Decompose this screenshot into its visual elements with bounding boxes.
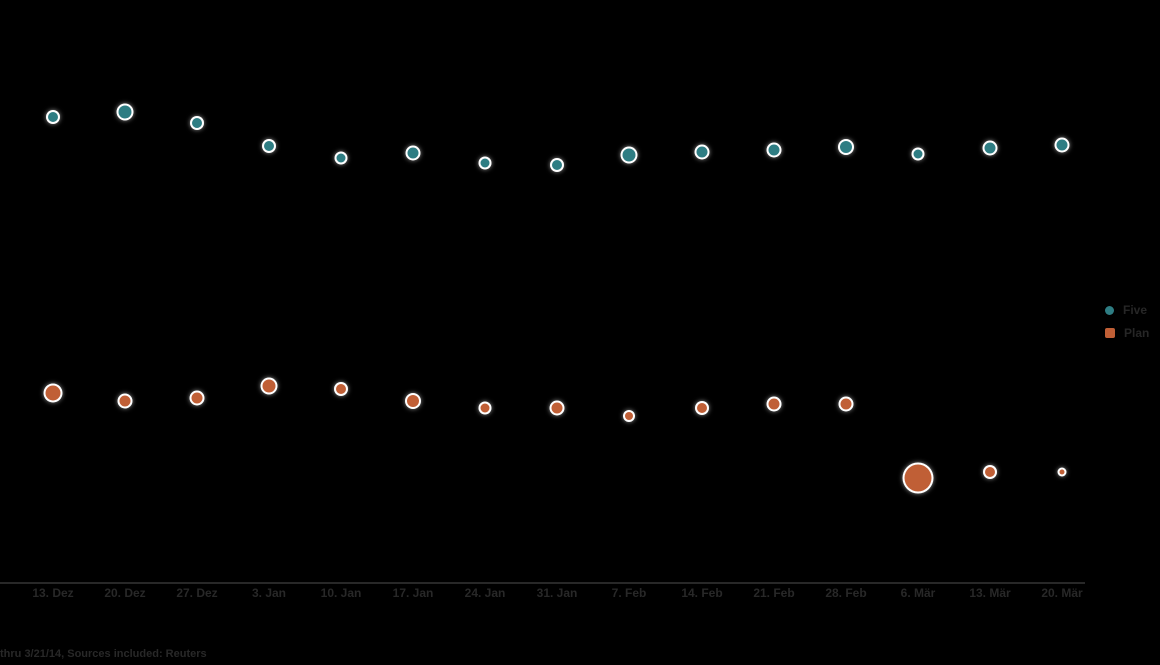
x-tick-label: 7. Feb [611,586,647,600]
legend-item-plan: Plan [1105,326,1160,340]
legend-item-five: Five [1105,303,1160,317]
data-point-five-10[interactable] [768,144,780,156]
data-point-five-9[interactable] [696,146,708,158]
x-axis-line [0,582,1085,584]
x-tick-label: 24. Jan [464,586,506,600]
x-tick-label: 13. Dez [32,586,74,600]
data-point-five-14[interactable] [1056,139,1068,151]
data-point-plan-9[interactable] [697,403,707,413]
x-tick-label: 3. Jan [251,586,287,600]
x-tick-label: 31. Jan [536,586,578,600]
legend-square-icon [1105,328,1115,338]
data-point-five-13[interactable] [984,142,996,154]
data-point-five-7[interactable] [552,160,562,170]
data-point-five-4[interactable] [336,153,346,163]
legend-item-label: Five [1123,303,1148,317]
source-note: thru 3/21/14, Sources included: Reuters [0,648,207,660]
data-point-plan-3[interactable] [262,379,276,393]
data-point-five-5[interactable] [407,147,419,159]
data-point-plan-11[interactable] [840,398,852,410]
x-tick-label: 14. Feb [681,586,723,600]
x-tick-label: 20. Mär [1041,586,1083,600]
x-tick-label: 27. Dez [176,586,218,600]
x-tick-label: 20. Dez [104,586,146,600]
data-point-plan-1[interactable] [119,395,131,407]
legend-circle-icon [1105,305,1114,315]
data-point-plan-2[interactable] [191,392,203,404]
data-point-five-1[interactable] [118,105,132,119]
x-tick-label: 10. Jan [320,586,362,600]
x-tick-label: 28. Feb [825,586,867,600]
legend-item-label: Plan [1124,326,1150,340]
x-tick-label: 13. Mär [969,586,1011,600]
data-point-plan-14[interactable] [1059,469,1065,475]
data-point-five-8[interactable] [622,148,636,162]
data-point-five-2[interactable] [192,118,202,128]
x-tick-label: 6. Mär [900,586,936,600]
plot-area [45,105,1068,492]
data-point-plan-0[interactable] [45,385,61,401]
data-point-five-0[interactable] [48,112,58,122]
data-point-plan-8[interactable] [625,412,633,420]
data-point-plan-4[interactable] [336,384,346,394]
data-point-plan-5[interactable] [407,395,419,407]
data-point-five-3[interactable] [264,141,274,151]
x-tick-label: 17. Jan [392,586,434,600]
data-point-five-6[interactable] [480,158,490,168]
data-point-plan-7[interactable] [551,402,563,414]
legend: Five Plan [1105,303,1160,349]
data-point-five-12[interactable] [913,149,923,159]
data-point-plan-10[interactable] [768,398,780,410]
data-point-five-11[interactable] [840,141,852,153]
x-tick-label: 21. Feb [753,586,795,600]
data-point-plan-6[interactable] [480,403,490,413]
data-point-plan-12[interactable] [904,464,932,492]
data-point-plan-13[interactable] [985,467,995,477]
